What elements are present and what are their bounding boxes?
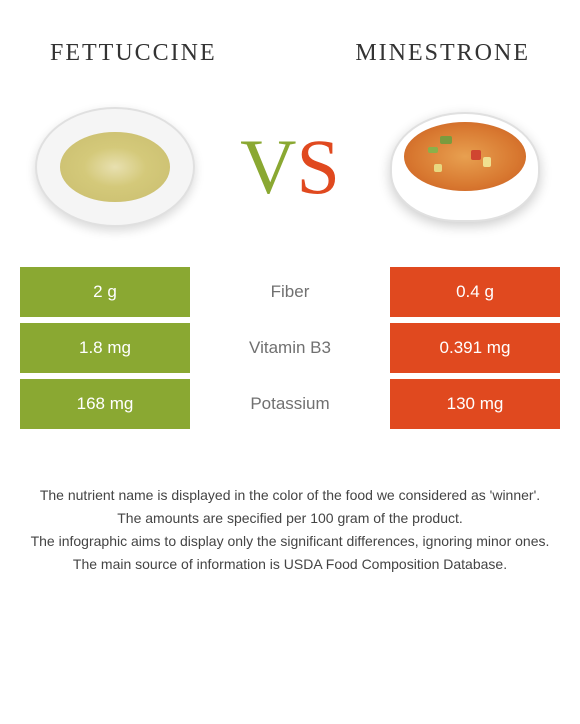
nutrient-label: Potassium (190, 379, 390, 429)
right-food-title: MINESTRONE (355, 40, 530, 67)
nutrient-label: Vitamin B3 (190, 323, 390, 373)
vs-v-letter: V (240, 122, 296, 212)
left-value: 1.8 mg (20, 323, 190, 373)
footer-line: The main source of information is USDA F… (30, 554, 550, 575)
right-value: 130 mg (390, 379, 560, 429)
right-value: 0.391 mg (390, 323, 560, 373)
footer-line: The amounts are specified per 100 gram o… (30, 508, 550, 529)
nutrient-row: 168 mg Potassium 130 mg (20, 379, 560, 429)
vs-s-letter: S (296, 122, 339, 212)
nutrient-row: 1.8 mg Vitamin B3 0.391 mg (20, 323, 560, 373)
comparison-images-row: VS (0, 87, 580, 267)
footer-notes: The nutrient name is displayed in the co… (0, 435, 580, 597)
footer-line: The infographic aims to display only the… (30, 531, 550, 552)
nutrients-table: 2 g Fiber 0.4 g 1.8 mg Vitamin B3 0.391 … (0, 267, 580, 429)
minestrone-bowl-icon (390, 112, 540, 222)
right-value: 0.4 g (390, 267, 560, 317)
right-food-image (380, 97, 550, 237)
left-food-title: FETTUCCINE (50, 40, 217, 67)
vs-label: VS (240, 122, 340, 212)
left-value: 168 mg (20, 379, 190, 429)
footer-line: The nutrient name is displayed in the co… (30, 485, 550, 506)
left-food-image (30, 97, 200, 237)
nutrient-row: 2 g Fiber 0.4 g (20, 267, 560, 317)
fettuccine-plate-icon (35, 107, 195, 227)
left-value: 2 g (20, 267, 190, 317)
header: FETTUCCINE MINESTRONE (0, 0, 580, 87)
nutrient-label: Fiber (190, 267, 390, 317)
